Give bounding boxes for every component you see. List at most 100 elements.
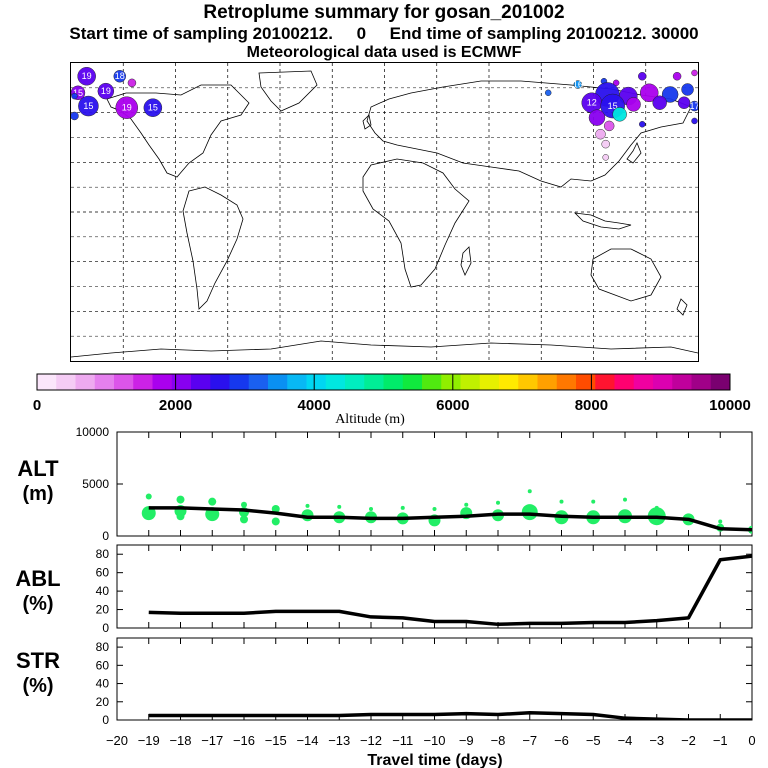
plume-marker [77, 66, 96, 86]
alt-y-tick-label: 0 [102, 529, 109, 543]
str-panel-frame [116, 637, 753, 721]
abl-y-tick-label: 0 [102, 621, 109, 635]
alt-cluster-point [396, 512, 409, 525]
x-tick-label: −5 [586, 733, 601, 748]
abl-plot-area [148, 554, 752, 627]
abl-unit-label: (%) [22, 593, 53, 615]
alt-cluster-point [365, 511, 377, 524]
map-grid [71, 63, 698, 361]
coast-greenland [258, 70, 318, 112]
plume-marker [652, 95, 667, 110]
plume-marker-label: 15 [608, 101, 618, 111]
alt-cluster-point [527, 489, 532, 494]
alt-cluster-point [464, 502, 469, 507]
colorbar-swatch [691, 374, 712, 390]
plume-marker [638, 71, 647, 81]
alt-cluster-point [521, 504, 538, 521]
x-tick-label: −15 [265, 733, 287, 748]
alt-cluster-point [647, 507, 666, 526]
x-tick-label: −20 [106, 733, 128, 748]
colorbar-swatch [37, 374, 57, 390]
x-tick-label: −11 [392, 733, 413, 748]
alt-cluster-point [623, 497, 627, 502]
plume-marker [97, 82, 115, 100]
x-tick-label: −17 [201, 733, 223, 748]
colorbar-swatch [653, 374, 673, 390]
plume-marker [691, 69, 698, 77]
coast-madagascar [460, 246, 472, 276]
plume-marker-label: 16 [573, 80, 583, 90]
alt-cluster-point [460, 507, 473, 520]
alt-cluster-point [239, 507, 249, 518]
colorbar-swatch [268, 374, 288, 390]
plume-marker [602, 154, 609, 161]
colorbar-swatch [633, 374, 654, 390]
plume-marker [677, 96, 691, 109]
alt-y-tick-label: 5000 [82, 477, 109, 491]
coast-north-america [106, 84, 250, 178]
alt-cluster-point [400, 505, 405, 510]
plume-marker-label: 19 [82, 71, 92, 81]
plume-marker [78, 95, 99, 117]
plume-marker [595, 128, 606, 140]
str-plot-area [148, 710, 752, 720]
colorbar-swatch [441, 374, 461, 390]
abl-y-tick-label: 20 [96, 603, 110, 617]
colorbar-swatch [306, 374, 327, 390]
plume-marker [544, 89, 552, 97]
plume-marker-label: 17 [690, 101, 698, 111]
plume-markers: 19 18 15 19 15 19 15 16 12 15 17 [71, 66, 698, 161]
plume-marker [681, 83, 694, 96]
colorbar-swatch [364, 374, 384, 390]
colorbar-tick-label: 2000 [159, 397, 192, 414]
plume-marker [115, 96, 138, 119]
colorbar-swatch [210, 374, 230, 390]
alt-cluster-point [141, 506, 156, 521]
colorbar-swatch [479, 374, 500, 390]
alt-cluster-point [654, 505, 659, 510]
colorbar-tick-label: 6000 [436, 397, 469, 414]
colorbar-swatch [556, 374, 577, 390]
plume-marker [71, 111, 79, 121]
x-tick-label: −19 [138, 733, 160, 748]
colorbar-swatch [614, 374, 635, 390]
coast-antarctica [71, 340, 698, 358]
plot-title: Retroplume summary for gosan_201002 [203, 2, 565, 23]
alt-unit-label: (m) [22, 483, 53, 505]
retroplume-map: 19 18 15 19 15 19 15 16 12 15 17 [70, 62, 699, 362]
colorbar-swatch [460, 374, 481, 390]
str-unit-label: (%) [22, 675, 53, 697]
plume-marker-label: 15 [83, 101, 93, 111]
coast-japan [626, 142, 642, 164]
alt-y-tick-label: 10000 [76, 425, 110, 439]
alt-plot-area [141, 489, 752, 534]
abl-panel-frame [116, 544, 753, 629]
x-tick-label: −14 [296, 733, 318, 748]
str-y-tick-label: 40 [96, 677, 110, 691]
alt-cluster-point [718, 519, 723, 524]
colorbar-swatch [325, 374, 346, 390]
str-y-tick-label: 80 [96, 640, 110, 654]
colorbar-tick-label: 0 [33, 397, 41, 414]
colorbar-swatch [402, 374, 423, 390]
plume-marker [143, 98, 163, 117]
colorbar-swatch [191, 374, 211, 390]
plume-marker-label: 15 [73, 88, 83, 98]
colorbar-tick-labels: 0 2000 4000 6000 8000 10000 [33, 397, 751, 414]
colorbar-swatch [672, 374, 692, 390]
coast-uk [362, 114, 372, 130]
alt-cluster-point [333, 511, 346, 524]
colorbar-swatch [518, 374, 538, 390]
colorbar-swatch [287, 374, 307, 390]
plume-marker-label: 15 [148, 103, 158, 113]
colorbar-tick-label: 8000 [575, 397, 608, 414]
alt-cluster-point [716, 523, 725, 532]
alt-cluster-point [271, 504, 280, 513]
altitude-colorbar [36, 373, 731, 391]
colorbar-swatch [499, 374, 519, 390]
x-tick-label: 0 [748, 733, 755, 748]
colorbar-swatch [171, 374, 192, 390]
coast-africa [362, 158, 470, 288]
plume-marker-label: 12 [587, 98, 597, 108]
colorbar-tick-label: 4000 [298, 397, 331, 414]
